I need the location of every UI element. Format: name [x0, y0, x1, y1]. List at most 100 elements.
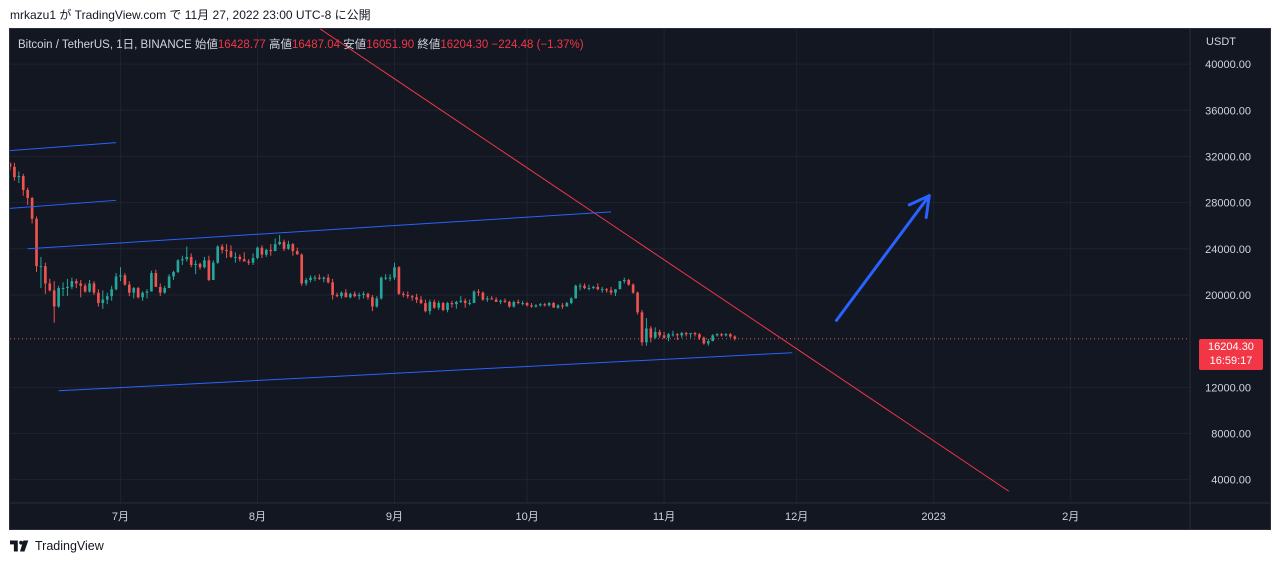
candle-body: [622, 279, 626, 282]
candle-body: [525, 303, 529, 306]
candle-body: [167, 276, 171, 289]
candle-body: [521, 303, 524, 305]
support-trendline: [58, 352, 793, 392]
candle-body: [326, 277, 330, 283]
candle-body: [600, 289, 604, 291]
high-value: 16487.04: [292, 39, 340, 51]
candlestick-chart[interactable]: 40000.00 36000.00 32000.00 28000.00 24000.00…: [10, 29, 1270, 529]
candle-body: [229, 251, 233, 257]
last-price-value: 16204.30: [1208, 341, 1254, 353]
candle-body: [676, 334, 679, 336]
y-tick-label: 4000.00: [1211, 475, 1251, 487]
candle-body: [415, 297, 418, 300]
candle-body: [592, 286, 595, 289]
candle-body: [260, 247, 264, 255]
candle-body: [428, 301, 432, 312]
candle-body: [556, 305, 560, 308]
candle-body: [39, 266, 43, 268]
candle-body: [689, 333, 692, 335]
candle-body: [698, 334, 701, 338]
candle-body: [150, 273, 153, 292]
x-tick-label: 8月: [249, 511, 266, 523]
candle-body: [123, 275, 127, 285]
candle-body: [216, 246, 220, 263]
candle-body: [136, 288, 140, 298]
change-value: −224.48 (−1.37%): [491, 39, 584, 51]
candle-body: [636, 292, 639, 313]
candle-body: [145, 291, 149, 293]
last-price-tag: 16204.30 16:59:17: [1199, 339, 1263, 370]
candle-body: [733, 336, 737, 339]
candle-body: [490, 298, 494, 300]
candle-body: [172, 271, 175, 277]
symbol-label[interactable]: Bitcoin / TetherUS, 1日, BINANCE: [18, 39, 192, 51]
close-label: 終値: [417, 39, 441, 51]
candle-body: [384, 277, 387, 279]
candle-body: [194, 263, 197, 265]
candle-body: [485, 298, 489, 300]
candle-body: [680, 333, 684, 336]
candle-body: [278, 241, 281, 245]
candle-body: [587, 288, 591, 290]
candle-body: [463, 300, 467, 304]
candle-body: [57, 288, 60, 307]
x-tick-label: 2月: [1062, 511, 1079, 523]
candle-body: [119, 275, 122, 277]
x-tick-label: 12月: [785, 511, 808, 523]
currency-label[interactable]: USDT: [1206, 36, 1236, 48]
brand-label[interactable]: TradingView: [35, 539, 104, 553]
candle-body: [715, 334, 719, 336]
candle-body: [472, 291, 476, 304]
candle-body: [539, 304, 542, 306]
candle-body: [667, 334, 670, 338]
candle-body: [499, 300, 502, 302]
candle-body: [10, 163, 12, 167]
candle-body: [88, 283, 91, 292]
chart-pane[interactable]: 40000.00 36000.00 32000.00 28000.00 24000.00…: [9, 28, 1271, 530]
candle-body: [242, 259, 246, 262]
candle-body: [211, 262, 215, 280]
candle-body: [353, 293, 357, 297]
candle-body: [300, 254, 304, 284]
bar-countdown: 16:59:17: [1209, 355, 1253, 367]
candle-body: [424, 303, 427, 312]
candle-body: [552, 303, 555, 308]
candle-body: [724, 334, 728, 336]
candle-body: [388, 277, 392, 279]
candle-body: [92, 283, 96, 293]
candle-body: [393, 267, 396, 278]
candle-body: [720, 334, 723, 336]
candle-body: [618, 281, 622, 290]
candle-body: [269, 249, 273, 252]
y-tick-label: 36000.00: [1205, 105, 1251, 117]
candle-body: [375, 298, 379, 307]
candle-body: [693, 333, 697, 335]
candle-body: [455, 301, 458, 305]
arrow-shaft: [834, 194, 931, 322]
candle-body: [79, 283, 83, 286]
candle-body: [645, 328, 648, 343]
footer: TradingView: [10, 539, 104, 553]
candle-body: [83, 285, 87, 292]
candle-body: [468, 303, 471, 305]
candle-body: [362, 293, 365, 295]
candle-body: [516, 301, 520, 304]
candle-body: [273, 244, 277, 252]
candle-body: [671, 334, 675, 336]
candle-body: [371, 297, 374, 307]
candle-body: [318, 277, 321, 279]
close-value: 16204.30: [440, 39, 489, 51]
candle-body: [419, 299, 423, 304]
arrow-head: [907, 194, 931, 219]
candle-body: [97, 292, 100, 304]
candle-body: [344, 292, 348, 298]
candle-body: [295, 251, 299, 255]
x-tick-label: 9月: [386, 511, 403, 523]
candle-body: [574, 285, 578, 299]
support-trendline: [10, 199, 117, 209]
tradingview-logo-icon[interactable]: [10, 540, 30, 552]
candle-body: [265, 249, 268, 255]
candle-body: [48, 283, 52, 291]
candle-body: [26, 189, 30, 199]
y-tick-label: 8000.00: [1211, 429, 1251, 441]
